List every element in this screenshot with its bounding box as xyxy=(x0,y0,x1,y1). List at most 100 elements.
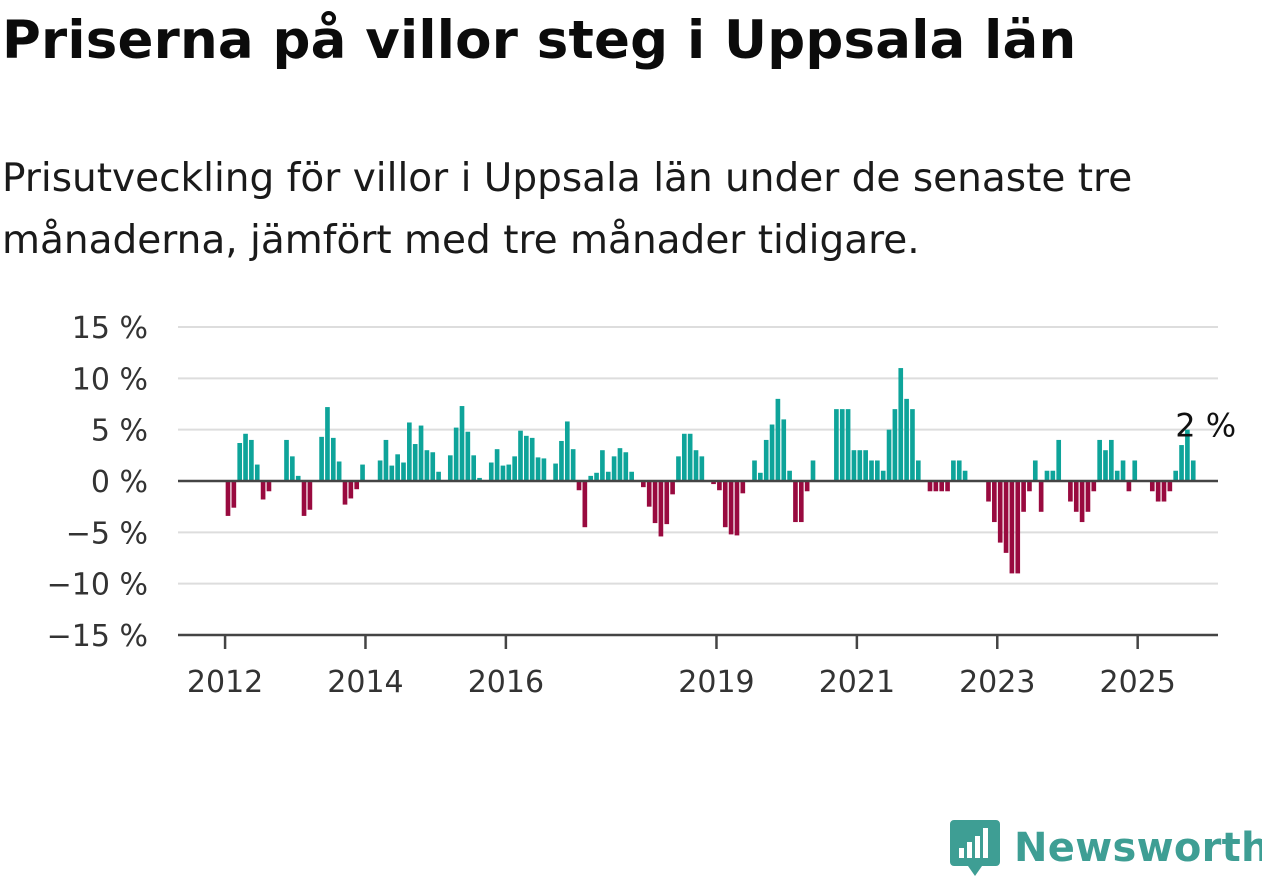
bar xyxy=(401,462,406,481)
bar xyxy=(319,436,324,481)
bar xyxy=(711,481,716,485)
bar xyxy=(752,460,757,481)
bar xyxy=(869,460,874,481)
bar xyxy=(1185,429,1190,481)
bar xyxy=(524,435,529,481)
bar xyxy=(1149,481,1155,492)
bar xyxy=(1027,481,1032,492)
bar xyxy=(810,460,816,481)
bar xyxy=(518,430,523,481)
bar xyxy=(430,452,436,481)
bar xyxy=(687,433,693,481)
bar xyxy=(927,481,933,492)
bar xyxy=(676,456,681,481)
y-tick-label: 0 % xyxy=(91,465,148,500)
bar xyxy=(570,449,576,481)
y-tick-label: 10 % xyxy=(72,362,148,397)
bar xyxy=(915,460,921,481)
bar xyxy=(863,450,868,481)
bar xyxy=(231,481,237,508)
bar xyxy=(594,472,599,481)
bar xyxy=(1050,470,1056,481)
y-tick-label: −15 % xyxy=(47,619,148,654)
newsworthy-logo: Newsworthy xyxy=(950,818,1262,878)
bar xyxy=(758,472,763,481)
bar xyxy=(336,461,342,481)
bar xyxy=(1097,439,1102,481)
y-tick-label: 5 % xyxy=(91,414,148,449)
chart-title: Priserna på villor steg i Uppsala län xyxy=(2,10,1077,71)
x-tick-label: 2023 xyxy=(959,665,1035,700)
bar xyxy=(693,450,699,481)
bar xyxy=(605,471,611,481)
bar xyxy=(962,470,968,481)
x-tick-label: 2021 xyxy=(819,665,895,700)
bar xyxy=(576,481,582,491)
y-tick-label: −10 % xyxy=(47,568,148,603)
brand-name: Newsworthy xyxy=(1014,825,1262,871)
bar xyxy=(904,398,909,481)
x-tick-label: 2019 xyxy=(678,665,754,700)
bar xyxy=(997,481,1003,543)
bar xyxy=(670,481,675,495)
bar xyxy=(652,481,658,524)
bar xyxy=(939,481,945,492)
bar xyxy=(1073,481,1079,512)
bar xyxy=(775,398,781,481)
bar xyxy=(453,427,459,481)
bar xyxy=(1085,481,1091,512)
bar xyxy=(986,481,991,502)
bar xyxy=(880,470,886,481)
bar xyxy=(898,368,904,481)
bar xyxy=(699,456,705,481)
bar xyxy=(681,433,687,481)
bar xyxy=(664,481,670,525)
bar xyxy=(834,409,839,481)
y-tick-label: 15 % xyxy=(72,311,148,346)
bar xyxy=(1068,481,1073,502)
bar xyxy=(459,406,465,481)
bar xyxy=(301,481,307,516)
bar xyxy=(564,421,570,481)
bar xyxy=(1032,460,1038,481)
bar xyxy=(342,481,348,505)
bar-chart: 15 % 10 % 5 % 0 % −5 % −10 % −15 % 2012 2014 2016… xyxy=(47,311,1237,700)
bar xyxy=(763,439,769,481)
bar xyxy=(249,439,254,481)
bar xyxy=(1044,470,1050,481)
bar xyxy=(933,481,939,492)
bar xyxy=(1155,481,1161,502)
bar xyxy=(284,439,289,481)
x-tick-label: 2012 xyxy=(187,665,263,700)
latest-value-label: 2 % xyxy=(1175,407,1236,445)
bar xyxy=(541,458,547,481)
bar xyxy=(1114,470,1120,481)
bar xyxy=(412,444,418,481)
bar xyxy=(237,443,243,481)
bar xyxy=(629,471,634,481)
chart-subtitle: Prisutveckling för villor i Uppsala län … xyxy=(2,156,1133,263)
bar xyxy=(804,481,810,492)
bar xyxy=(243,433,248,481)
bar xyxy=(354,481,360,490)
bar xyxy=(845,409,851,481)
bar xyxy=(717,481,722,491)
bar xyxy=(734,481,740,536)
bar xyxy=(793,481,798,523)
bar xyxy=(424,450,430,481)
bar xyxy=(658,481,664,537)
bar xyxy=(740,481,746,494)
bar xyxy=(418,425,424,481)
bar xyxy=(617,448,623,481)
bar xyxy=(992,481,997,523)
bar xyxy=(769,424,775,481)
bar xyxy=(1126,481,1132,492)
bar xyxy=(1161,481,1167,502)
bar xyxy=(623,452,629,481)
bar xyxy=(471,455,477,481)
bar xyxy=(447,455,453,481)
bar xyxy=(588,475,594,481)
bar xyxy=(1021,481,1026,512)
bar xyxy=(641,481,646,488)
bar xyxy=(910,409,915,481)
